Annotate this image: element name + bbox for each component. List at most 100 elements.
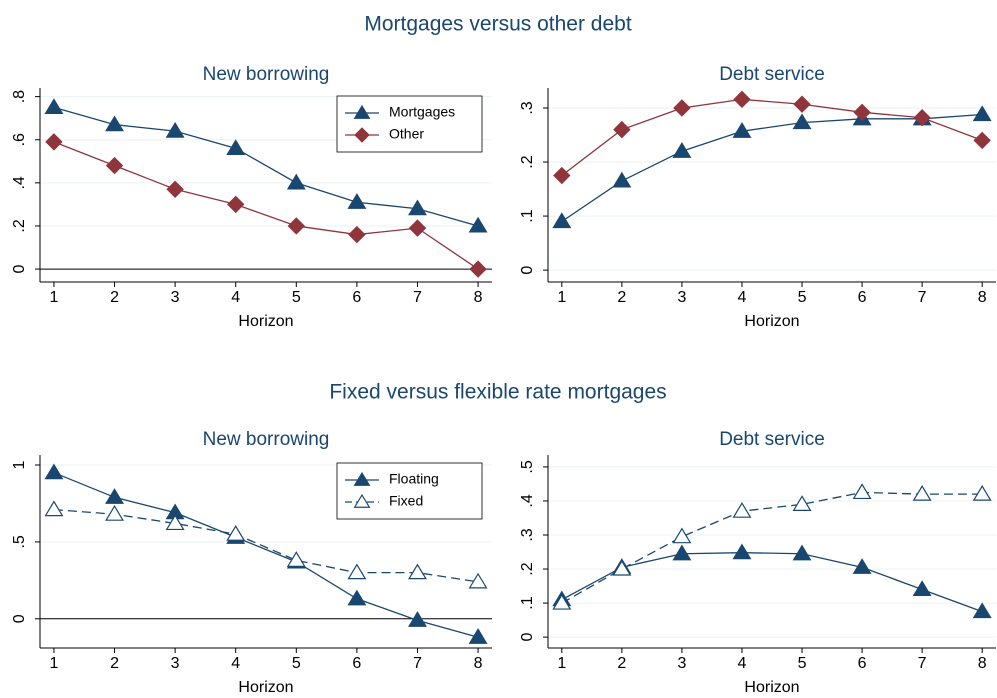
legend-box <box>336 95 483 153</box>
x-tick-label: 6 <box>352 289 361 306</box>
x-tick-label: 2 <box>617 655 626 672</box>
marker <box>972 105 992 122</box>
marker <box>973 131 991 150</box>
series-line <box>53 141 479 270</box>
marker <box>612 171 632 188</box>
marker <box>792 495 812 511</box>
marker <box>44 98 64 115</box>
y-tick-label: .2 <box>519 155 536 168</box>
x-tick-label: 3 <box>171 289 180 306</box>
y-tick-label: .3 <box>519 101 536 114</box>
marker <box>972 484 992 501</box>
marker <box>468 216 488 233</box>
x-axis-label: Horizon <box>744 679 799 696</box>
legend-label: Fixed <box>389 493 423 509</box>
x-axis-label: Horizon <box>238 313 293 330</box>
x-tick-label: 2 <box>110 655 119 672</box>
y-tick-label: .4 <box>519 494 536 507</box>
chart-title: New borrowing <box>203 429 330 450</box>
chart-title: Debt service <box>719 429 825 450</box>
x-tick-label: 4 <box>231 289 240 306</box>
x-tick-label: 1 <box>557 289 566 306</box>
y-tick-label: 0 <box>519 266 536 275</box>
legend-box <box>336 462 483 520</box>
marker <box>552 212 572 229</box>
chart-title: Debt service <box>719 64 825 85</box>
section-title: Fixed versus flexible rate mortgages <box>329 381 666 404</box>
chart-title: New borrowing <box>203 64 330 85</box>
x-tick-label: 8 <box>474 655 483 672</box>
series-line <box>561 113 983 223</box>
marker <box>286 173 306 190</box>
marker <box>45 133 63 151</box>
x-tick-label: 5 <box>292 289 301 306</box>
y-tick-label: 0 <box>519 633 536 642</box>
marker <box>672 544 692 561</box>
marker <box>553 166 571 185</box>
y-tick-label: 1 <box>11 460 28 469</box>
marker <box>347 589 367 606</box>
y-tick-label: .3 <box>519 528 536 541</box>
marker <box>912 580 932 597</box>
x-tick-label: 4 <box>231 655 240 672</box>
y-tick-label: .2 <box>11 219 28 232</box>
marker <box>732 543 752 560</box>
marker <box>972 602 992 619</box>
marker <box>672 527 692 544</box>
legend-marker <box>353 471 371 486</box>
marker <box>468 572 488 589</box>
y-tick-label: .6 <box>11 133 28 146</box>
x-tick-label: 7 <box>918 655 927 672</box>
y-tick-label: .4 <box>11 176 28 189</box>
x-tick-label: 1 <box>557 655 566 672</box>
x-tick-label: 1 <box>49 289 58 306</box>
x-tick-label: 5 <box>798 289 807 306</box>
marker <box>853 103 871 122</box>
x-axis-label: Horizon <box>744 313 799 330</box>
series-line <box>53 472 479 638</box>
x-tick-label: 4 <box>738 289 747 306</box>
x-tick-label: 6 <box>858 289 867 306</box>
y-tick-label: .1 <box>519 596 536 609</box>
x-tick-label: 6 <box>352 655 361 672</box>
series-line <box>561 98 983 177</box>
legend-label: Floating <box>389 471 439 487</box>
marker <box>105 156 124 175</box>
x-tick-label: 5 <box>292 655 301 672</box>
x-tick-label: 2 <box>110 289 119 306</box>
x-tick-label: 8 <box>474 289 483 306</box>
marker <box>733 90 751 109</box>
marker <box>165 514 185 531</box>
marker <box>166 180 184 199</box>
marker <box>792 544 812 561</box>
x-tick-label: 3 <box>171 655 180 672</box>
x-tick-label: 3 <box>677 289 686 306</box>
marker <box>165 121 185 138</box>
marker <box>105 505 124 521</box>
x-tick-label: 8 <box>978 289 987 306</box>
y-tick-label: .1 <box>519 209 536 222</box>
legend-marker <box>353 104 371 119</box>
marker <box>468 628 488 644</box>
x-tick-label: 3 <box>677 655 686 672</box>
series-line <box>561 491 983 604</box>
y-tick-label: 0 <box>11 614 28 623</box>
marker <box>852 483 872 500</box>
marker <box>792 113 812 130</box>
marker <box>913 109 931 127</box>
series-line <box>53 106 479 227</box>
marker <box>226 195 245 214</box>
marker <box>408 611 427 627</box>
legend-label: Mortgages <box>389 104 455 120</box>
x-tick-label: 7 <box>413 289 422 306</box>
marker <box>793 95 811 113</box>
marker <box>613 120 631 139</box>
marker <box>408 199 427 216</box>
marker <box>612 559 632 576</box>
marker <box>347 563 367 580</box>
x-tick-label: 4 <box>738 655 747 672</box>
y-tick-label: 0 <box>11 265 28 274</box>
marker <box>105 115 124 132</box>
x-tick-label: 5 <box>798 655 807 672</box>
